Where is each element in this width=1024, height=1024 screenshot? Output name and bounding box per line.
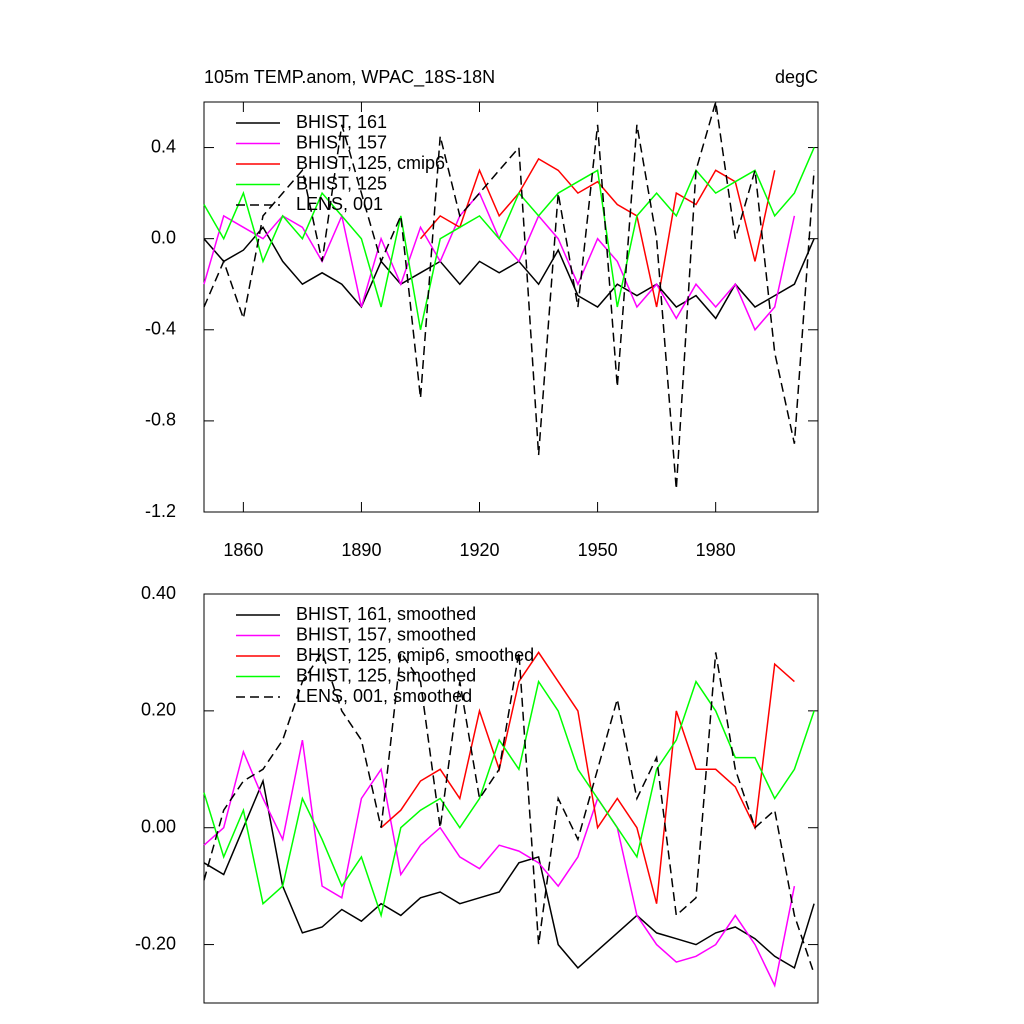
legend-label: BHIST, 161 [296, 112, 387, 132]
series-line [203, 739, 796, 988]
chart-title: 105m TEMP.anom, WPAC_18S-18N [204, 67, 495, 88]
units-label: degC [775, 67, 818, 87]
y-tick-label: 0.0 [151, 227, 176, 247]
x-tick-label: 1890 [341, 540, 381, 560]
y-tick-label: -0.20 [135, 933, 176, 953]
y-tick-label: -1.2 [145, 501, 176, 521]
legend-label: BHIST, 161, smoothed [296, 604, 476, 624]
legend-label: BHIST, 125 [296, 173, 387, 193]
legend-label: BHIST, 125, cmip6 [296, 153, 445, 173]
legend-label: BHIST, 125, cmip6, smoothed [296, 645, 534, 665]
series-line [419, 157, 776, 308]
series-line [203, 191, 796, 332]
legend-label: LENS, 001, smoothed [296, 686, 472, 706]
x-tick-label: 1980 [696, 540, 736, 560]
series-line [203, 226, 815, 320]
legend-label: LENS, 001 [296, 194, 383, 214]
y-tick-label: -0.8 [145, 410, 176, 430]
series-line [203, 778, 815, 970]
series-line [203, 147, 815, 330]
y-tick-label: 0.00 [141, 816, 176, 836]
series-line [380, 651, 795, 904]
x-tick-label: 1950 [578, 540, 618, 560]
series-line [203, 650, 815, 975]
y-tick-label: 0.40 [141, 583, 176, 603]
legend-label: BHIST, 157 [296, 132, 387, 152]
legend-label: BHIST, 157, smoothed [296, 624, 476, 644]
y-tick-label: -0.4 [145, 319, 176, 339]
x-tick-label: 1920 [459, 540, 499, 560]
y-tick-label: 0.4 [151, 136, 176, 156]
y-tick-label: 0.20 [141, 700, 176, 720]
series-line [203, 679, 815, 919]
legend-label: BHIST, 125, smoothed [296, 665, 476, 685]
plot-frame [203, 593, 819, 1004]
x-tick-label: 1860 [223, 540, 263, 560]
